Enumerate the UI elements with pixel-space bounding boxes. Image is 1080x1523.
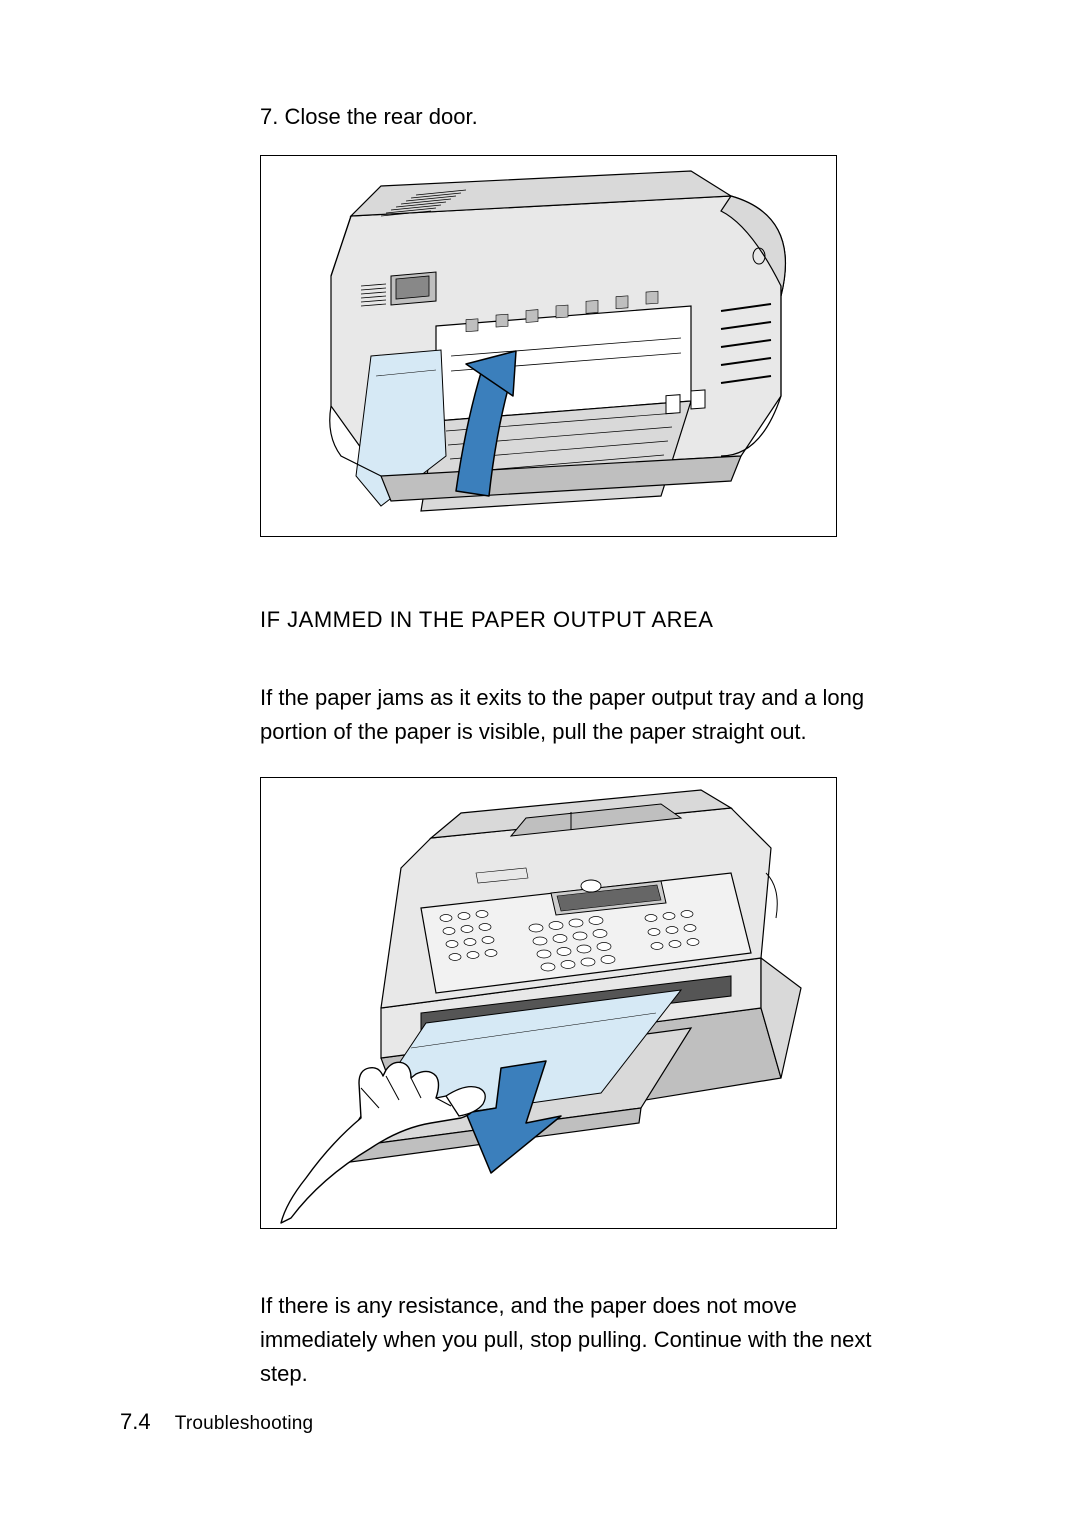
printer-rear-illustration: [261, 156, 836, 536]
step-7-text: 7. Close the rear door.: [260, 100, 960, 133]
subheading-output-area: IF JAMMED IN THE PAPER OUTPUT AREA: [260, 607, 960, 633]
figure-output-tray: [260, 777, 837, 1229]
paragraph-output-1: If the paper jams as it exits to the pap…: [260, 681, 900, 749]
printer-front-illustration: [261, 778, 836, 1228]
page-number: 7.4: [120, 1409, 151, 1434]
page-footer: 7.4 Troubleshooting: [120, 1409, 313, 1435]
manual-page: 7. Close the rear door. IF JAMMED IN THE…: [0, 0, 1080, 1523]
figure-rear-door: [260, 155, 837, 537]
paragraph-output-2: If there is any resistance, and the pape…: [260, 1289, 900, 1391]
section-label: Troubleshooting: [175, 1413, 314, 1434]
